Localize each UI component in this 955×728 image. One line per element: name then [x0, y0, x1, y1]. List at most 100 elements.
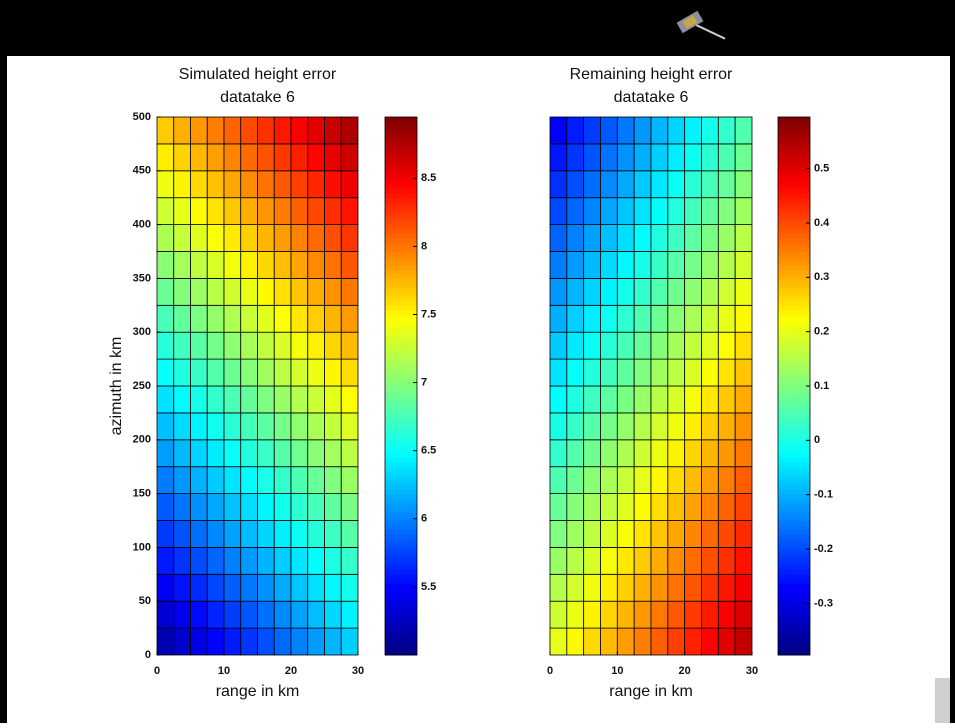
heatmap-cell [223, 304, 242, 333]
colorbar-strip [385, 179, 417, 185]
heatmap-cell [324, 358, 342, 387]
colorbar-strip [385, 565, 417, 571]
colorbar-strip [778, 152, 810, 158]
heatmap-cell [684, 358, 702, 387]
heatmap-cell [240, 143, 258, 172]
heatmap-cell [206, 385, 225, 414]
colorbar-strip [778, 399, 810, 405]
heatmap-cell [701, 170, 719, 199]
colorbar-strip [778, 646, 810, 652]
heatmap-cell [566, 251, 585, 279]
heatmap-cell [684, 466, 702, 495]
heatmap-cell [600, 385, 618, 414]
heatmap-cell [324, 412, 342, 441]
colorbar-strip [385, 556, 417, 562]
heatmap-cell [206, 197, 225, 225]
heatmap-cell [616, 197, 635, 225]
colorbar-strip [385, 166, 417, 172]
heatmap-cell [549, 466, 568, 495]
heatmap-cell [734, 277, 753, 306]
heatmap-cell [257, 170, 275, 199]
heatmap-cell [206, 466, 225, 495]
heatmap-cell [223, 600, 242, 629]
heatmap-cell [549, 358, 568, 387]
heatmap-cell [734, 358, 753, 387]
colorbar-strip [385, 493, 417, 499]
heatmap-cell [257, 573, 275, 602]
colorbar-strip [385, 408, 417, 414]
heatmap-cell [156, 116, 175, 145]
colorbar-strip [778, 336, 810, 342]
colorbar-strip [778, 408, 810, 414]
heatmap-cell [633, 143, 652, 172]
heatmap-cell [667, 520, 686, 548]
colorbar-strip [778, 457, 810, 463]
heatmap-cell [206, 547, 225, 575]
heatmap-cell [156, 170, 175, 199]
colorbar-strip [778, 251, 810, 257]
heatmap-cell [307, 439, 325, 468]
heatmap-cell [600, 600, 618, 629]
heatmap-cell [190, 116, 208, 145]
heatmap-cell [340, 331, 359, 360]
colorbar-strip [778, 143, 810, 149]
colorbar-strip [778, 125, 810, 131]
colorbar-strip [778, 524, 810, 530]
heatmap-cell [223, 170, 242, 199]
heatmap-cell [650, 304, 669, 333]
colorbar-strip [385, 161, 417, 167]
colorbar-strip [385, 238, 417, 244]
colorbar-strip [778, 641, 810, 647]
heatmap-cell [667, 251, 686, 279]
colorbar-strip [385, 148, 417, 154]
heatmap-cell [223, 520, 242, 548]
heatmap-cell [734, 197, 753, 225]
colorbar-strip [385, 157, 417, 163]
colorbar-strip [385, 623, 417, 629]
heatmap-cell [257, 600, 275, 629]
colorbar-strip [778, 157, 810, 163]
colorbar-strip [385, 255, 417, 261]
colorbar-strip [385, 462, 417, 468]
heatmap-cell [340, 304, 359, 333]
x-tick-label: 10 [218, 665, 230, 677]
heatmap-cell [307, 385, 325, 414]
colorbar-strip [385, 457, 417, 463]
colorbar-strip [778, 502, 810, 508]
heatmap-cell [156, 251, 175, 279]
colorbar-strip [778, 282, 810, 288]
heatmap-cell [257, 439, 275, 468]
heatmap-cell [257, 304, 275, 333]
heatmap-cell [684, 520, 702, 548]
heatmap-cell [616, 439, 635, 468]
colorbar-strip [778, 341, 810, 347]
heatmap-cell [717, 170, 736, 199]
heatmap-cell [240, 573, 258, 602]
x-tick-label: 10 [611, 665, 623, 677]
colorbar-strip [778, 412, 810, 418]
heatmap-cell [734, 304, 753, 333]
colorbar-strip [385, 524, 417, 530]
colorbar-strip [778, 493, 810, 499]
colorbar-tick-label: 6.5 [421, 445, 436, 457]
heatmap-cell [650, 224, 669, 252]
heatmap-cell [566, 143, 585, 172]
heatmap-cell [173, 573, 191, 602]
colorbar-strip [778, 498, 810, 504]
heatmap-cell [583, 331, 601, 360]
heatmap-cell [340, 358, 359, 387]
heatmap-cell [173, 143, 191, 172]
heatmap-cell [273, 358, 292, 387]
heatmap-cell [206, 600, 225, 629]
heatmap-cell [600, 466, 618, 495]
colorbar-strip [385, 516, 417, 521]
heatmap-cell [549, 143, 568, 172]
colorbar-tick-label: -0.2 [814, 543, 833, 555]
colorbar-strip [385, 121, 417, 127]
heatmap-cell [206, 116, 225, 145]
heatmap-cell [257, 627, 275, 656]
heatmap-cell [734, 600, 753, 629]
heatmap-cell [566, 116, 585, 145]
heatmap-cell [633, 547, 652, 575]
